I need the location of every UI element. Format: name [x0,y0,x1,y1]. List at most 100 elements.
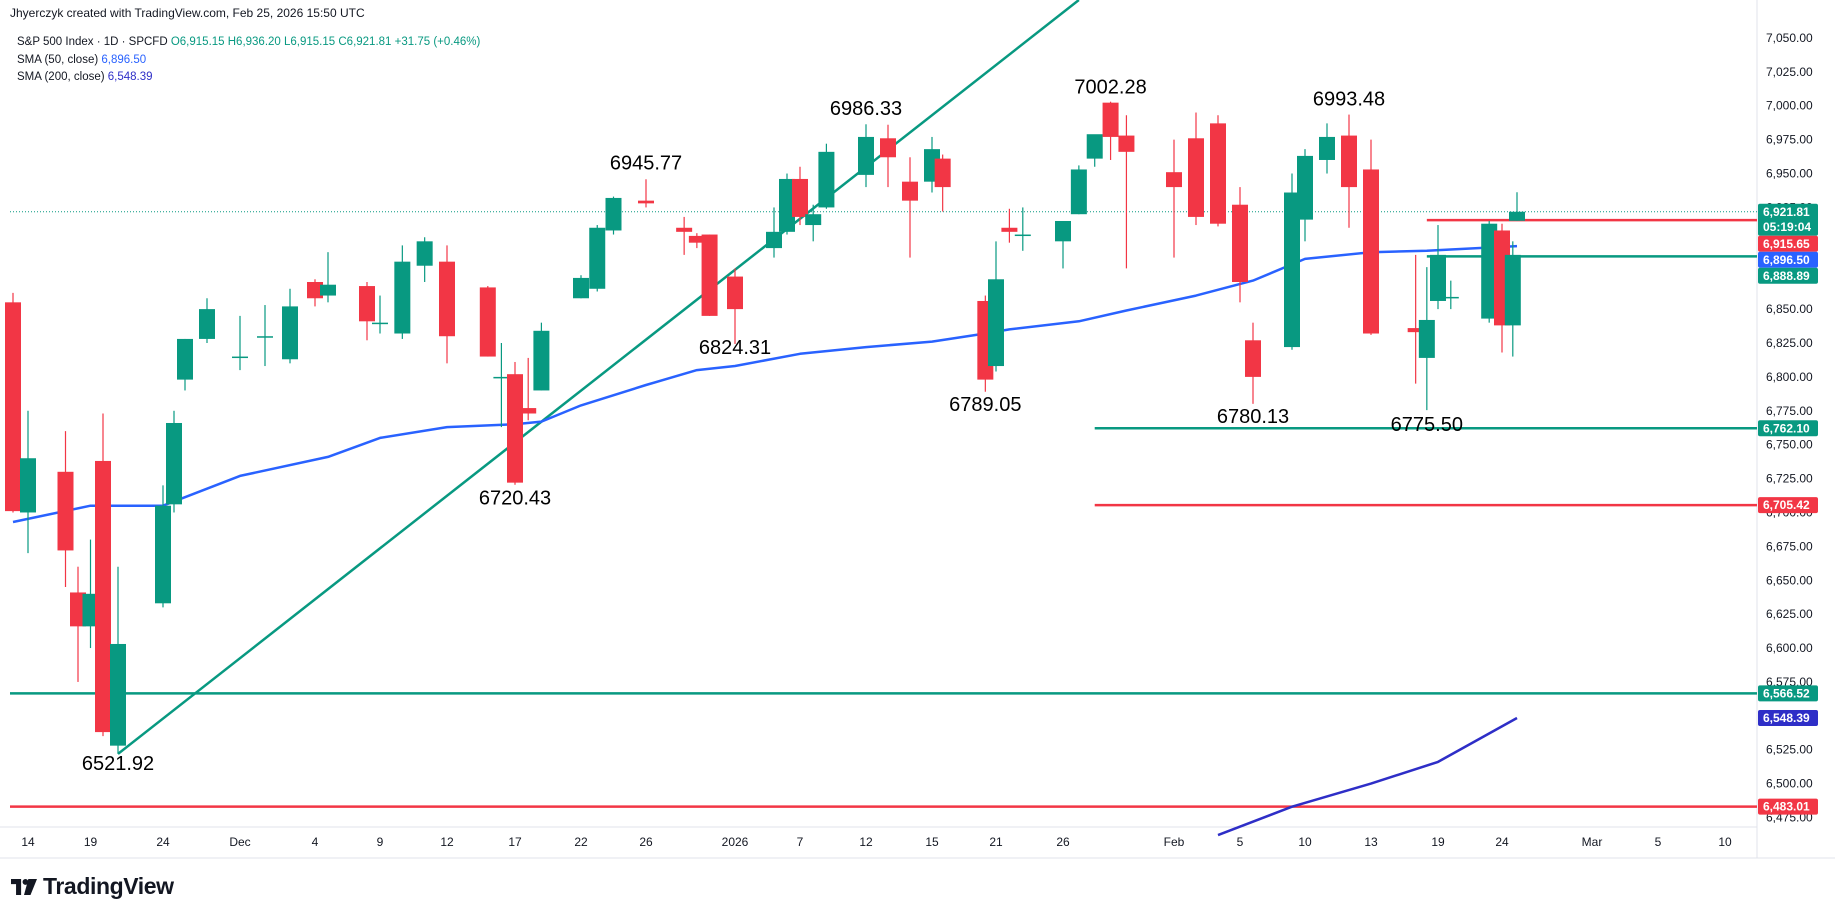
candle [507,361,523,485]
time-tick-label: 12 [440,835,454,849]
candle [1509,192,1525,221]
candle-body [1297,155,1313,220]
candle [1418,267,1435,411]
candle-body [1245,340,1261,377]
candle-body [439,261,455,337]
chart-legend: S&P 500 Index · 1D · SPCFD O6,915.15 H6,… [17,34,480,87]
candle [1407,254,1424,384]
candle-body [479,287,496,357]
candle-body [589,227,606,289]
candle [573,275,589,299]
candle-body [520,408,537,414]
candle [589,225,606,292]
candle-body [1118,135,1135,152]
symbol-name: S&P 500 Index · 1D · SPCFD [17,36,168,48]
candle [493,343,510,428]
level-tag-bg [1758,685,1818,702]
tradingview-brand[interactable]: TradingView [11,873,174,900]
level-tag-bg [1758,267,1818,284]
candle [676,216,693,255]
bar-countdown-tag: 05:19:04 [1763,220,1811,234]
price-annotation: 6775.50 [1391,414,1463,436]
candle-body [1319,136,1335,160]
level-tag: 6,762.10 [1763,421,1810,435]
level-tag: 6,483.01 [1763,800,1810,814]
candle [880,124,896,188]
candle [177,338,193,391]
candle-body [1442,296,1459,299]
candle-body [232,356,248,359]
time-tick-label: 19 [84,835,98,849]
candle-body [779,178,795,232]
level-tag-bg [1758,420,1818,437]
level-tag: 6,566.52 [1763,686,1810,700]
candle [307,279,323,307]
candle-body [166,422,182,505]
candle [416,237,433,282]
candle-body [1055,220,1071,242]
candle-body [1481,223,1498,319]
candle [1188,112,1204,226]
sma50-row[interactable]: SMA (50, close) 6,896.50 [17,52,480,70]
time-tick-label: Mar [1582,835,1603,849]
time-tick-label: 26 [639,835,653,849]
sma50-label: SMA (50, close) [17,53,99,66]
time-tick-label: 7 [797,835,804,849]
price-tick-label: 6,825.00 [1766,336,1813,350]
candle-body [1210,123,1226,224]
candle-body [1166,172,1182,188]
time-tick-label: 24 [1495,835,1509,849]
candle-body [199,309,215,339]
candle [1430,225,1446,310]
candle-body [1232,204,1248,282]
candle [533,322,550,391]
trendline[interactable] [117,0,1080,755]
candle [20,410,36,554]
sma50-value: 6,896.50 [101,53,147,66]
price-tick-label: 6,650.00 [1766,573,1813,587]
candle-body [1070,169,1087,215]
candle-body [282,306,298,360]
level-tag: 6,705.42 [1763,498,1810,512]
candle-body [1363,169,1379,334]
uptrend-line[interactable] [117,0,1080,755]
candle [1442,280,1459,310]
candle [520,357,537,421]
candle-body [701,234,718,316]
candle-body [573,277,589,299]
candle [1001,208,1018,243]
candle [792,166,808,226]
candle-body [307,281,323,299]
candle-body [177,338,193,380]
candle-body [82,593,99,627]
price-annotation: 6720.43 [479,487,551,509]
candle [110,566,126,754]
candle [779,173,795,235]
candle-body [858,136,874,175]
candle-body [507,374,523,483]
candle-body [676,227,693,232]
candle [701,234,718,316]
candle [1319,123,1335,174]
price-annotation: 7002.28 [1074,77,1146,99]
time-axis[interactable]: 14 19 24 Dec 4 9 12 17 22 26 2026 7 12 15 21 26 Feb 5 10 13… [21,835,1732,849]
candle [372,295,388,334]
candle [1341,114,1357,228]
symbol-row[interactable]: S&P 500 Index · 1D · SPCFD O6,915.15 H6,… [17,34,480,52]
sma200-line [1217,716,1518,837]
candle-body [638,200,654,204]
candle [1102,101,1119,160]
candle [934,154,951,212]
candle-body [818,151,835,208]
candle [688,233,705,249]
candle-body [320,284,336,296]
time-tick-label: 17 [508,835,522,849]
sma200-row[interactable]: SMA (200, close) 6,548.39 [17,69,480,87]
candle [57,431,74,588]
candle-body [359,286,375,322]
tradingview-logo-icon [11,878,37,895]
candle [902,157,918,258]
candle [359,281,375,341]
time-tick-label: 13 [1364,835,1378,849]
